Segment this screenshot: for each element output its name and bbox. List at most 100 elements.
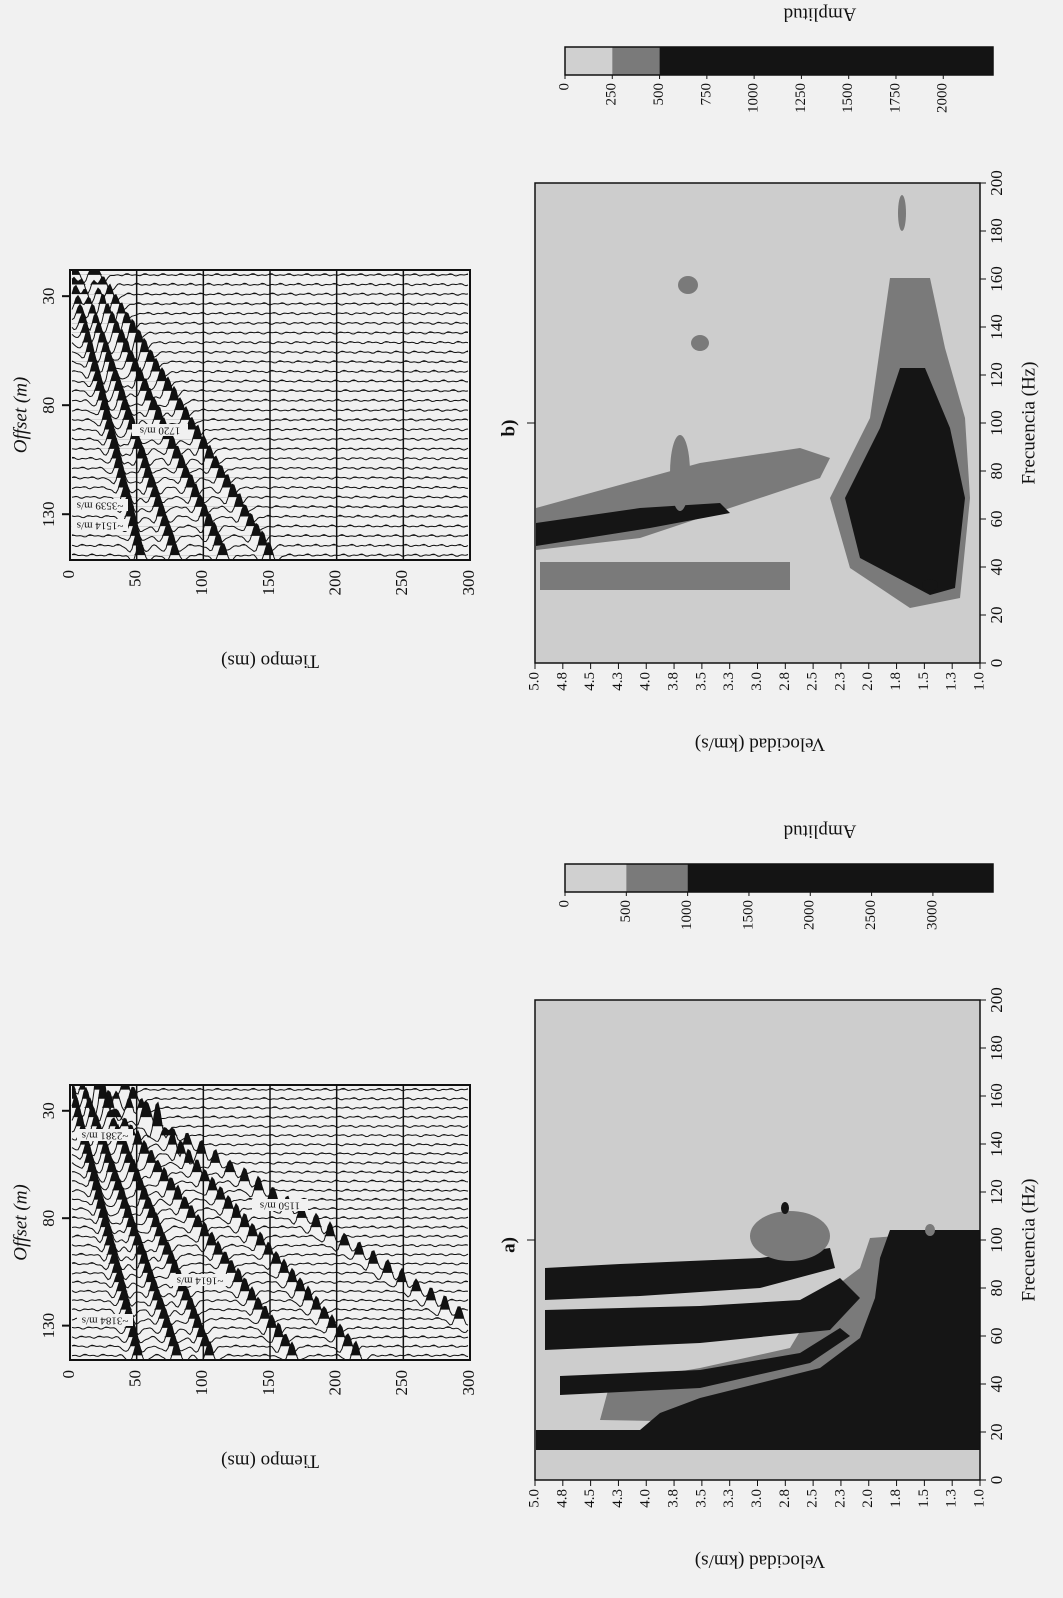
annotation: 1150 m/s xyxy=(260,1199,300,1211)
image-region xyxy=(781,1202,789,1214)
x-tick-label: 60 xyxy=(987,511,1006,528)
y-tick-label: 1.8 xyxy=(888,1489,904,1508)
trace-fill xyxy=(72,284,468,295)
colorbar-tick-label: 1750 xyxy=(887,83,903,113)
y-tick-label: 50 xyxy=(126,1370,145,1387)
annotation: ~2381 m/s xyxy=(82,1129,129,1141)
y-tick-label: 1.8 xyxy=(888,672,904,691)
y-axis-label: Tiempo (ms) xyxy=(221,1451,319,1472)
x-tick-label: 130 xyxy=(39,501,58,527)
y-tick-label: 4.5 xyxy=(582,672,598,691)
x-axis-label: Offset (m) xyxy=(10,377,31,454)
y-tick-label: 2.3 xyxy=(832,1489,848,1508)
x-tick-label: 100 xyxy=(987,1227,1006,1253)
x-tick-label: 140 xyxy=(987,314,1006,340)
image-region xyxy=(750,1211,830,1261)
y-tick-label: 1.0 xyxy=(971,672,987,691)
trace-fill xyxy=(72,1102,468,1127)
x-tick-label: 120 xyxy=(987,1179,1006,1205)
y-tick-label: 4.8 xyxy=(554,1489,570,1508)
image-region xyxy=(540,562,790,590)
y-tick-label: 150 xyxy=(259,570,278,596)
x-tick-label: 60 xyxy=(987,1328,1006,1345)
trace-fill xyxy=(72,1232,468,1246)
y-tick-label: 5.0 xyxy=(526,1489,542,1508)
image-region xyxy=(670,435,690,511)
y-tick-label: 2.5 xyxy=(805,1489,821,1508)
y-tick-label: 3.3 xyxy=(721,672,737,691)
annotation-bg xyxy=(132,424,188,436)
x-axis-label: Offset (m) xyxy=(10,1184,31,1261)
trace-fill xyxy=(72,1101,468,1118)
x-tick-label: 160 xyxy=(987,266,1006,292)
trace-fill xyxy=(72,1149,468,1163)
y-tick-label: 4.3 xyxy=(610,1489,626,1508)
colorbar-tick-label: 0 xyxy=(556,900,572,908)
y-tick-label: 3.5 xyxy=(693,1489,709,1508)
x-tick-label: 80 xyxy=(39,397,58,414)
trace-fill xyxy=(72,1203,468,1218)
x-tick-label: 30 xyxy=(39,1102,58,1119)
colorbar-tick-label: 1000 xyxy=(679,900,695,930)
y-tick-label: 3.3 xyxy=(721,1489,737,1508)
y-tick-label: 4.0 xyxy=(638,672,654,691)
y-tick-label: 2.8 xyxy=(777,672,793,691)
dispersion-image xyxy=(535,1000,980,1480)
annotation-bg xyxy=(72,499,128,511)
trace-fill xyxy=(72,474,468,488)
y-axis-label: Tiempo (ms) xyxy=(221,651,319,672)
panel-label: b) xyxy=(498,420,519,437)
trace-fill xyxy=(72,1333,468,1347)
x-tick-label: 80 xyxy=(987,463,1006,480)
image-region xyxy=(898,195,906,231)
y-tick-label: 1.5 xyxy=(916,672,932,691)
x-tick-label: 20 xyxy=(987,1424,1006,1441)
y-tick-label: 5.0 xyxy=(526,672,542,691)
colorbar-tick-label: 500 xyxy=(651,83,667,106)
x-tick-label: 40 xyxy=(987,1376,1006,1393)
x-tick-label: 200 xyxy=(987,170,1006,196)
y-tick-label: 0 xyxy=(59,1370,78,1379)
y-tick-label: 3.0 xyxy=(749,672,765,691)
image-region xyxy=(545,1248,835,1300)
y-tick-label: 1.3 xyxy=(944,1489,960,1508)
trace-fill xyxy=(72,377,468,391)
y-tick-label: 4.0 xyxy=(638,1489,654,1508)
trace-fill xyxy=(72,1286,468,1301)
x-tick-label: 160 xyxy=(987,1083,1006,1109)
x-tick-label: 80 xyxy=(987,1280,1006,1297)
annotation: ~1614 m/s xyxy=(177,1274,224,1286)
trace-fill xyxy=(72,522,468,536)
y-tick-label: 4.3 xyxy=(610,672,626,691)
y-axis-label: Velocidad (km/s) xyxy=(695,1551,825,1572)
y-tick-label: 4.8 xyxy=(554,672,570,691)
x-tick-label: 140 xyxy=(987,1131,1006,1157)
image-region xyxy=(691,335,709,351)
x-tick-label: 0 xyxy=(987,1476,1006,1485)
image-region xyxy=(925,1224,935,1236)
trace-fill xyxy=(72,349,468,362)
colorbar-frame xyxy=(564,863,994,893)
y-tick-label: 1.0 xyxy=(971,1489,987,1508)
image-region xyxy=(678,276,698,294)
colorbar-segment xyxy=(565,47,613,75)
x-tick-label: 80 xyxy=(39,1210,58,1227)
y-tick-label: 50 xyxy=(126,570,145,587)
annotation-bg xyxy=(252,1199,308,1211)
colorbar-tick-label: 500 xyxy=(618,900,634,923)
colorbar-tick-label: 2000 xyxy=(802,900,818,930)
y-tick-label: 150 xyxy=(259,1370,278,1396)
y-tick-label: 100 xyxy=(192,570,211,596)
y-tick-label: 2.5 xyxy=(805,672,821,691)
colorbar-label: Amplitud xyxy=(783,4,856,25)
colorbar-tick-label: 250 xyxy=(604,83,620,106)
colorbar-tick-label: 3000 xyxy=(924,900,940,930)
trace-fill xyxy=(72,1268,468,1283)
panel-label: a) xyxy=(498,1237,519,1253)
annotation: ~1514 m/s xyxy=(77,519,124,531)
colorbar-tick-label: 750 xyxy=(698,83,714,106)
image-region xyxy=(845,368,965,595)
x-tick-label: 180 xyxy=(987,218,1006,244)
colorbar-label: Amplitud xyxy=(783,821,856,842)
